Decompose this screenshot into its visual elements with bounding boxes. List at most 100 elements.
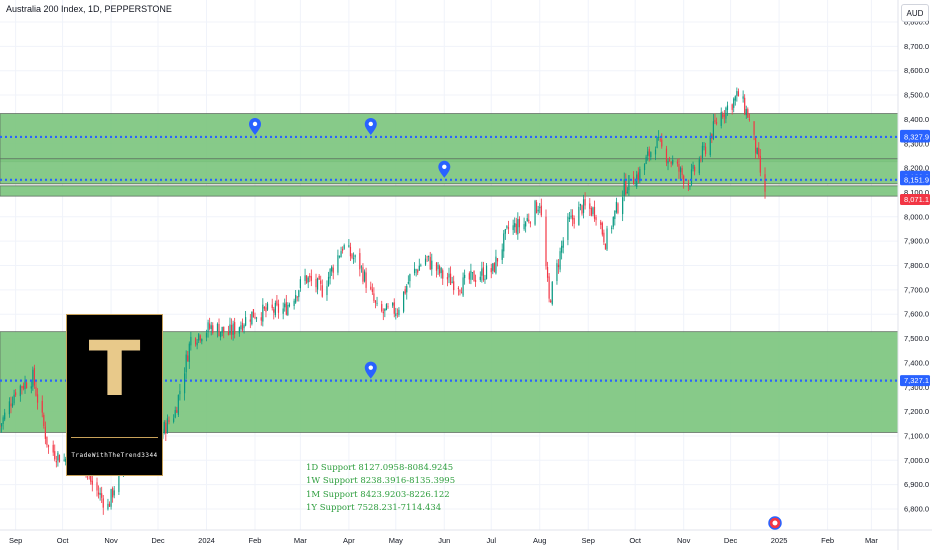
candle [304, 268, 306, 285]
map-pin-icon[interactable] [364, 361, 377, 379]
candle-body [229, 324, 231, 334]
candle [747, 107, 749, 118]
candle [578, 201, 580, 226]
candle [276, 294, 278, 307]
watermark-logo: T TradeWithTheTrend3344 [66, 314, 163, 476]
candle-body [648, 149, 650, 157]
candle [227, 325, 230, 336]
candle-body [526, 218, 528, 222]
candle [199, 334, 201, 343]
candle-body [403, 291, 405, 312]
candle-body [57, 452, 59, 461]
candle [398, 307, 400, 317]
candle [507, 220, 510, 234]
candle-body [689, 185, 691, 187]
map-pin-icon[interactable] [249, 117, 262, 135]
candle-body [252, 309, 255, 318]
candle-body [473, 270, 475, 282]
candle-body [623, 179, 625, 197]
candle-body [492, 263, 494, 271]
candle [11, 396, 14, 408]
x-tick-label: Nov [104, 536, 118, 545]
price-tag-label: 8,151.9 [904, 175, 929, 184]
candle-body [58, 454, 61, 463]
candle [698, 156, 700, 176]
candle [484, 274, 486, 284]
candle-body [611, 227, 613, 229]
map-pin-icon[interactable] [438, 160, 451, 178]
candle [277, 299, 280, 319]
candle [470, 263, 472, 285]
candle [36, 388, 39, 410]
map-pin-dot [368, 121, 373, 127]
candle [681, 165, 683, 180]
candle-body [426, 256, 428, 258]
candle [551, 281, 553, 306]
candle-body [21, 386, 23, 388]
candle [176, 406, 178, 413]
candle [503, 229, 505, 258]
candle-body [409, 274, 411, 282]
x-tick-label: Dec [724, 536, 738, 545]
candle [263, 306, 265, 311]
candle-body [485, 265, 488, 279]
candle [218, 318, 220, 337]
candle [168, 416, 170, 425]
candle-body [299, 279, 301, 289]
candle-body [194, 338, 197, 345]
candle [512, 219, 514, 235]
candle [371, 283, 373, 295]
candle-body [720, 112, 722, 126]
candle [517, 212, 519, 240]
candle-body [266, 303, 269, 310]
currency-button[interactable]: AUD [901, 4, 929, 22]
candle-body [365, 272, 367, 288]
candle-body [482, 267, 485, 281]
candle-body [230, 324, 233, 335]
candle [163, 420, 165, 435]
candle-body [672, 160, 674, 164]
candle [376, 296, 378, 307]
candle-body [284, 303, 286, 308]
candle [240, 321, 242, 331]
candle [589, 198, 591, 216]
candle [315, 273, 317, 293]
candle-body [35, 386, 37, 396]
candle [392, 302, 394, 308]
candle [545, 209, 547, 270]
candle-body [10, 403, 12, 407]
map-pin-icon[interactable] [364, 117, 377, 135]
candle-body [698, 159, 700, 174]
candle-body [382, 311, 384, 314]
candle [417, 268, 419, 276]
candle [556, 259, 558, 285]
candle-body [545, 216, 547, 267]
candle [340, 246, 342, 258]
candle [622, 190, 624, 222]
candle-body [633, 176, 635, 185]
candle-body [496, 258, 499, 262]
candle [108, 501, 111, 507]
candle-body [326, 286, 328, 296]
candle-body [223, 326, 225, 333]
y-tick-label: 7,800.0 [904, 261, 929, 270]
candle [742, 90, 744, 103]
candle-body [504, 229, 506, 234]
x-tick-label: May [389, 536, 403, 545]
candle-body [548, 276, 550, 299]
event-flag-icon[interactable] [768, 516, 782, 530]
candle-body [348, 245, 350, 248]
candle [216, 322, 219, 338]
candle-body [338, 256, 341, 258]
candle [536, 199, 538, 214]
candle-body [277, 303, 280, 313]
candle-body [579, 203, 582, 206]
candle-body [645, 156, 647, 164]
candle-body [393, 302, 395, 314]
candle [306, 275, 308, 284]
candle [726, 101, 729, 116]
map-pin-shape [364, 361, 377, 379]
candle [249, 314, 251, 329]
candle [254, 312, 256, 320]
candle [307, 276, 309, 289]
